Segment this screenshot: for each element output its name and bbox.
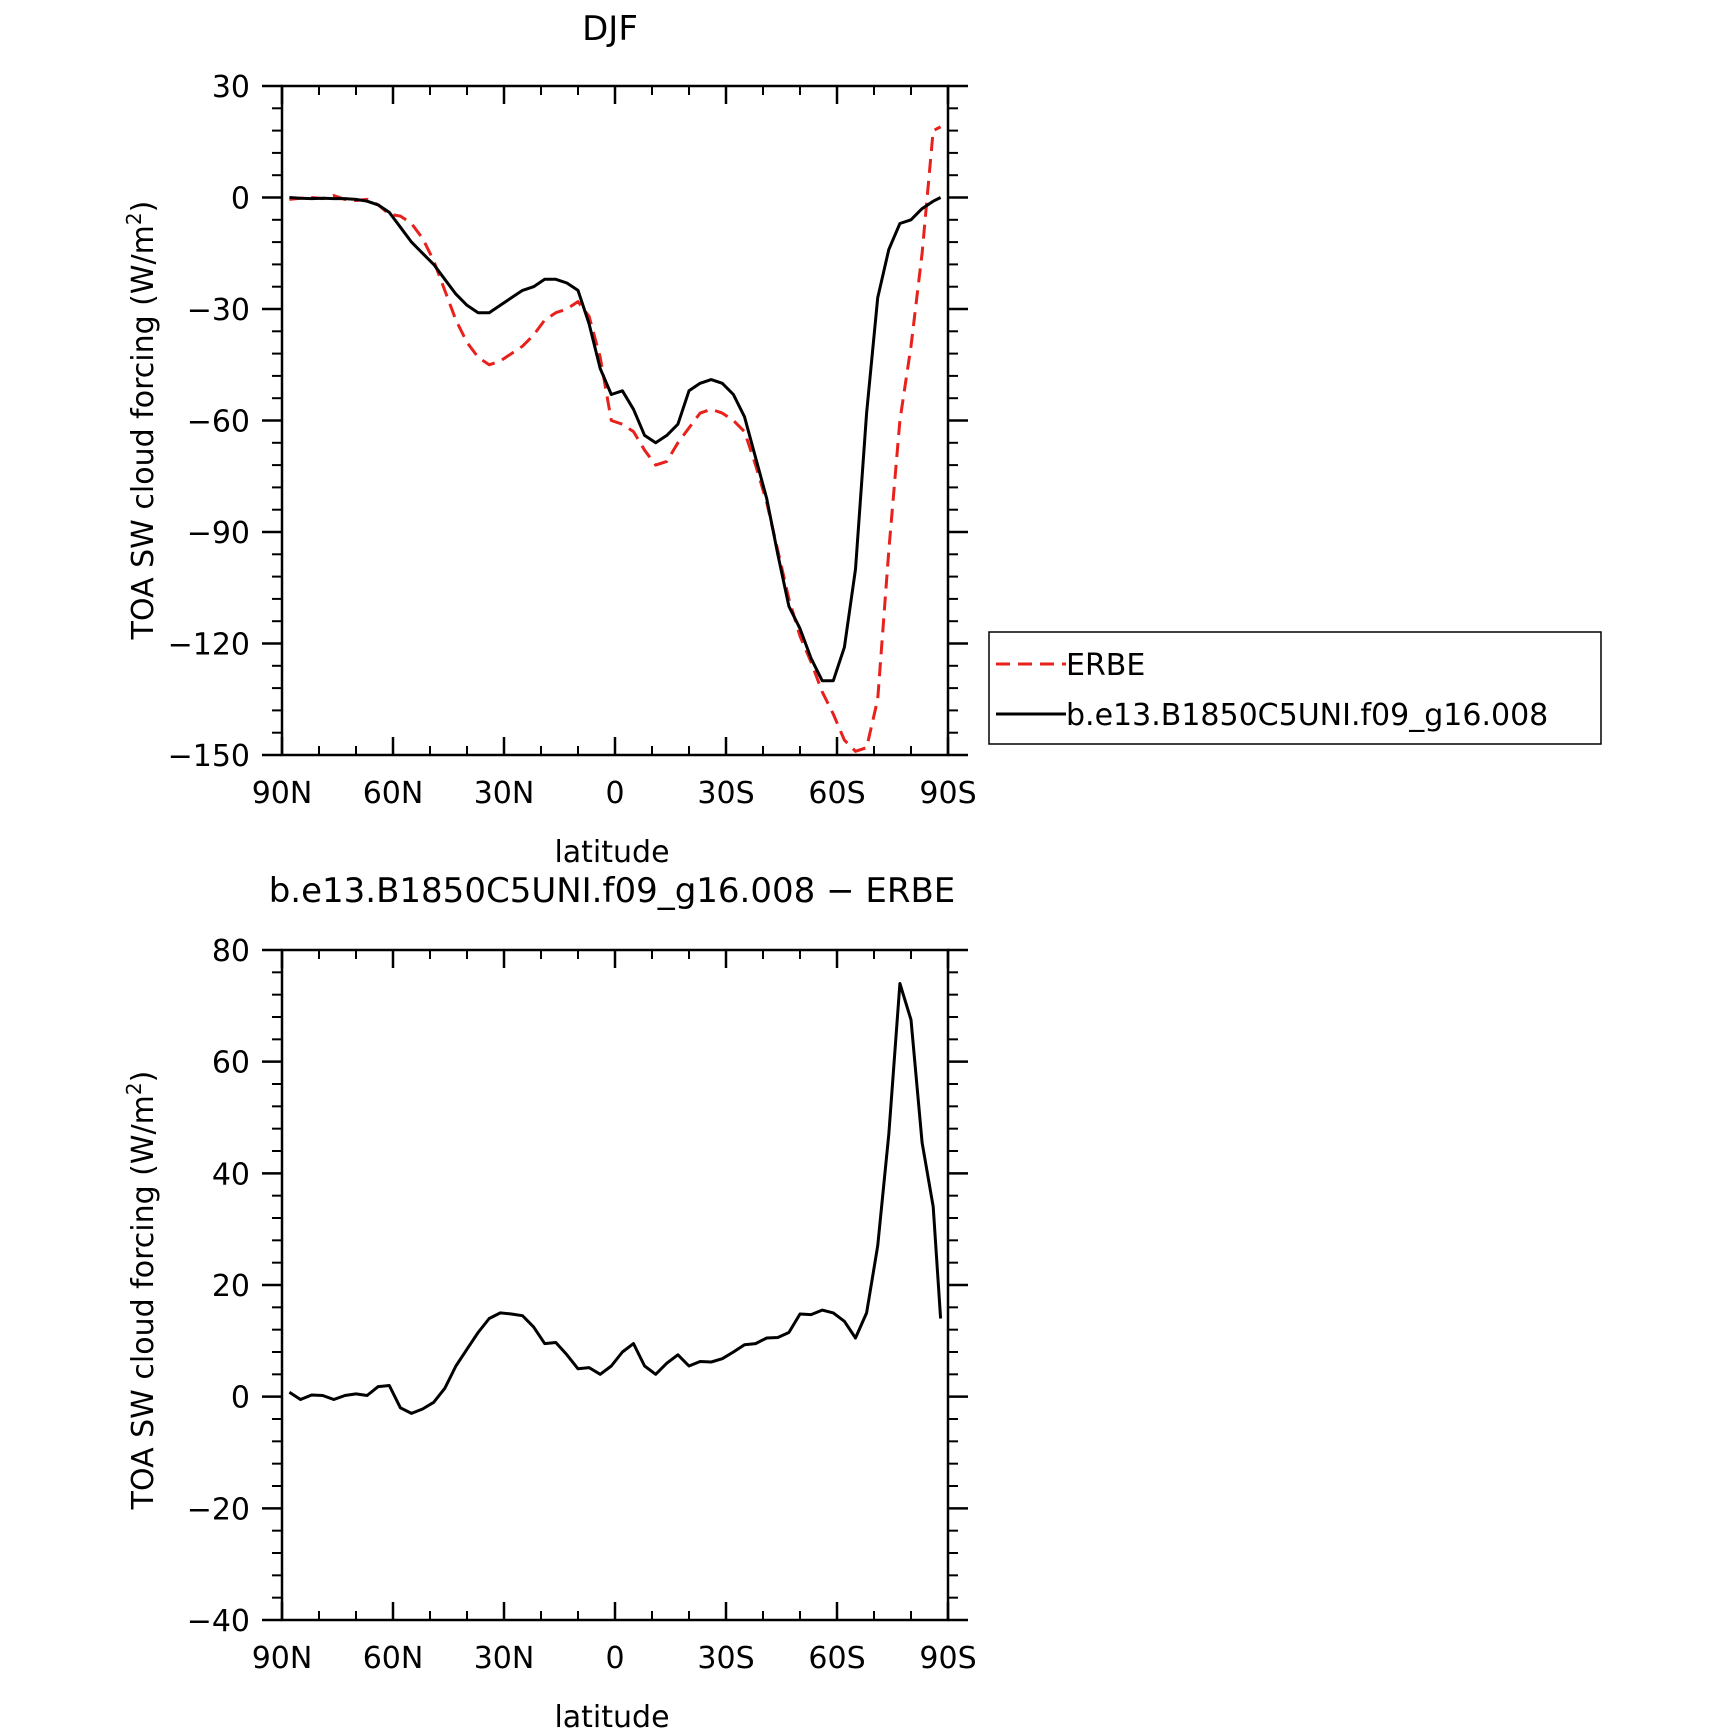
y-tick-label: 80 (212, 934, 250, 969)
tick-marks (262, 948, 968, 1622)
y-axis-label-superscript: 2 (122, 1082, 146, 1095)
x-tick-label: 60S (808, 1641, 865, 1676)
y-axis-label-close: ) (126, 201, 161, 213)
x-tick-label: 0 (605, 1641, 624, 1676)
y-tick-labels: 30 0 −30 −60 −90 −120 −150 (168, 70, 250, 774)
y-tick-label: 0 (231, 182, 250, 217)
y-tick-label: 20 (212, 1269, 250, 1304)
chart-panel-difference: b.e13.B1850C5UNI.f09_g16.008 − ERBE 90N 6… (122, 871, 977, 1734)
y-tick-label: −120 (168, 628, 250, 663)
y-tick-label: 0 (231, 1381, 250, 1416)
chart-title: DJF (582, 9, 638, 49)
chart-panel-djf: DJF 90N 60N 30N 0 30S 60S 90S 30 0 −30 −60 −90 −120… (122, 9, 977, 870)
y-tick-labels: 80 60 40 20 0 −20 −40 (187, 934, 250, 1639)
x-tick-label: 90S (919, 776, 976, 811)
legend: ERBE b.e13.B1850C5UNI.f09_g16.008 (988, 631, 1602, 745)
y-tick-label: −150 (168, 739, 250, 774)
y-tick-label: −30 (187, 293, 250, 328)
y-tick-label: −40 (187, 1604, 250, 1639)
series-line-b-e13-b1850c5uni-f09-g16-008 (289, 196, 942, 683)
x-tick-label: 60N (363, 1641, 424, 1676)
x-tick-labels: 90N 60N 30N 0 30S 60S 90S (252, 776, 977, 811)
x-tick-label: 30S (697, 1641, 754, 1676)
x-tick-label: 90N (252, 1641, 313, 1676)
y-tick-label: −90 (187, 516, 250, 551)
y-tick-label: 40 (212, 1157, 250, 1192)
plot-frame (280, 84, 950, 757)
y-axis-label: TOA SW cloud forcing (W/m2) (122, 1071, 161, 1511)
y-tick-label: 30 (212, 70, 250, 105)
legend-box (988, 631, 1602, 745)
y-tick-label: −60 (187, 405, 250, 440)
x-tick-label: 30S (697, 776, 754, 811)
x-tick-label: 60N (363, 776, 424, 811)
chart-title: b.e13.B1850C5UNI.f09_g16.008 − ERBE (269, 871, 956, 911)
plot-frame (280, 948, 950, 1622)
y-axis-label: TOA SW cloud forcing (W/m2) (122, 201, 161, 641)
x-axis-label: latitude (554, 1700, 669, 1734)
x-tick-label: 90N (252, 776, 313, 811)
series-line-difference (288, 982, 943, 1415)
legend-label-model: b.e13.B1850C5UNI.f09_g16.008 (1066, 698, 1548, 733)
x-tick-label: 30N (474, 776, 535, 811)
legend-label-erbe: ERBE (1066, 648, 1145, 683)
x-tick-label: 0 (605, 776, 624, 811)
x-tick-label: 90S (919, 1641, 976, 1676)
y-axis-label-text: TOA SW cloud forcing (W/m (126, 1095, 161, 1510)
x-tick-labels: 90N 60N 30N 0 30S 60S 90S (252, 1641, 977, 1676)
y-tick-label: 60 (212, 1046, 250, 1081)
y-axis-label-text: TOA SW cloud forcing (W/m (126, 225, 161, 640)
x-axis-label: latitude (554, 835, 669, 870)
y-tick-label: −20 (187, 1492, 250, 1527)
y-axis-label-superscript: 2 (122, 212, 146, 225)
series-lines (289, 125, 942, 753)
series-lines (288, 982, 943, 1415)
y-axis-label-close: ) (126, 1071, 161, 1083)
series-line-erbe (289, 125, 942, 753)
x-tick-label: 60S (808, 776, 865, 811)
x-tick-label: 30N (474, 1641, 535, 1676)
